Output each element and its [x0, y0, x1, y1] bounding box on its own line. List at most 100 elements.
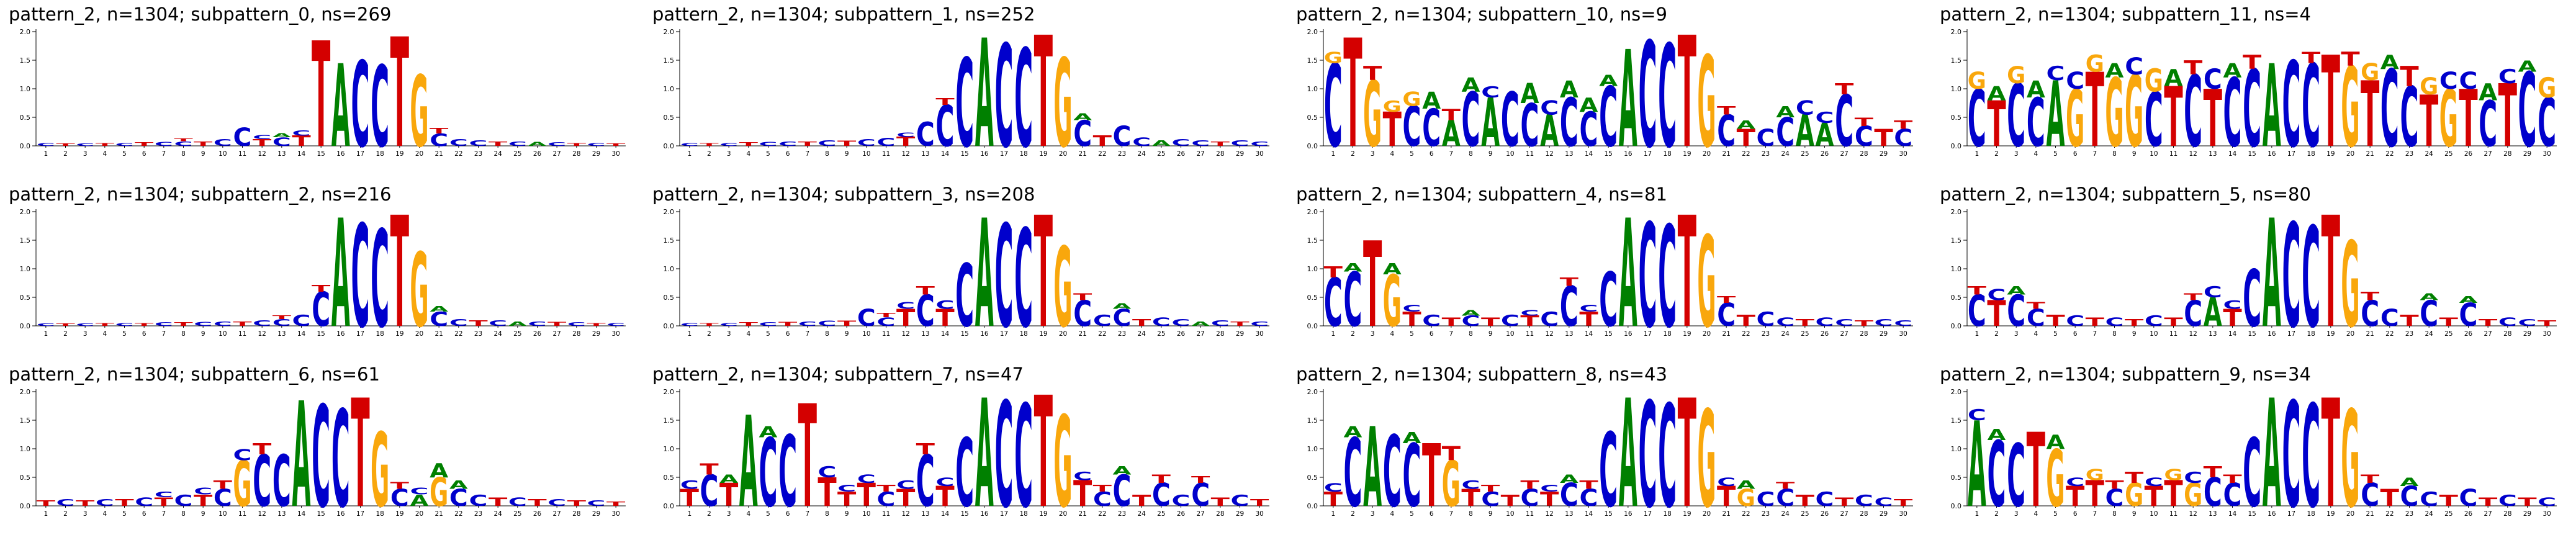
svg-text:T: T [1211, 140, 1230, 148]
svg-text:T: T [469, 318, 488, 328]
svg-text:1.5: 1.5 [664, 56, 675, 65]
svg-text:10: 10 [218, 510, 227, 518]
svg-text:C: C [2027, 85, 2045, 162]
svg-text:0.5: 0.5 [20, 294, 31, 302]
svg-text:28: 28 [2503, 150, 2511, 158]
svg-text:T: T [2479, 317, 2498, 328]
svg-text:T: T [2322, 385, 2340, 536]
svg-text:C: C [719, 142, 738, 146]
svg-text:23: 23 [1762, 510, 1770, 518]
svg-text:17: 17 [1644, 150, 1652, 158]
svg-text:T: T [857, 477, 876, 513]
svg-text:T: T [1835, 79, 1854, 98]
svg-text:20: 20 [415, 330, 423, 338]
svg-text:1.0: 1.0 [1307, 85, 1318, 93]
sequence-logo-plot: 0.00.51.01.52.01T2C3T4C5T6C7TC8C9TC10CT1… [20, 385, 626, 536]
svg-text:A: A [1560, 472, 1578, 486]
svg-text:C: C [995, 25, 1014, 176]
svg-text:14: 14 [297, 330, 306, 338]
svg-text:T: T [1481, 483, 1500, 494]
svg-text:A: A [975, 385, 994, 536]
svg-text:A: A [2105, 60, 2125, 83]
svg-text:20: 20 [2346, 150, 2354, 158]
svg-text:A: A [2164, 65, 2183, 92]
svg-text:19: 19 [1683, 150, 1691, 158]
svg-text:C: C [719, 322, 738, 326]
svg-text:0.0: 0.0 [1951, 322, 1962, 330]
svg-text:23: 23 [1118, 330, 1126, 338]
svg-text:0.0: 0.0 [20, 502, 31, 510]
svg-text:A: A [528, 141, 547, 147]
svg-text:16: 16 [2268, 330, 2276, 338]
svg-text:C: C [936, 94, 955, 160]
svg-text:29: 29 [2523, 150, 2531, 158]
svg-text:C: C [2204, 65, 2222, 96]
svg-text:G: G [1402, 88, 1421, 111]
svg-text:C: C [1152, 315, 1171, 328]
svg-text:T: T [2341, 48, 2360, 71]
svg-text:C: C [1816, 488, 1834, 511]
svg-text:A: A [2204, 290, 2222, 336]
svg-text:24: 24 [1781, 510, 1790, 518]
svg-text:9: 9 [2132, 510, 2137, 518]
svg-text:T: T [253, 137, 272, 148]
svg-text:2.0: 2.0 [1307, 208, 1318, 216]
svg-text:C: C [2282, 385, 2301, 536]
svg-text:C: C [449, 137, 468, 148]
svg-text:C: C [1796, 96, 1814, 119]
svg-text:22: 22 [1742, 150, 1750, 158]
svg-text:T: T [1481, 315, 1500, 329]
svg-text:C: C [155, 490, 173, 500]
svg-text:C: C [1560, 477, 1578, 513]
svg-text:T: T [1560, 275, 1579, 289]
svg-text:T: T [2439, 315, 2459, 329]
svg-text:C: C [2361, 477, 2379, 513]
svg-text:T: T [2498, 66, 2517, 167]
svg-text:T: T [528, 497, 547, 508]
svg-text:11: 11 [238, 510, 246, 518]
svg-text:12: 12 [1545, 150, 1553, 158]
svg-text:C: C [312, 284, 330, 338]
svg-text:C: C [2498, 65, 2517, 88]
svg-text:C: C [547, 497, 566, 508]
svg-text:T: T [1132, 491, 1151, 510]
svg-text:0.5: 0.5 [664, 474, 675, 482]
svg-text:C: C [916, 116, 935, 155]
svg-text:0.0: 0.0 [1307, 322, 1318, 330]
svg-text:1: 1 [1975, 330, 1979, 338]
svg-text:T: T [2400, 61, 2418, 93]
svg-text:28: 28 [2503, 510, 2511, 518]
svg-text:1: 1 [1975, 150, 1979, 158]
svg-text:23: 23 [2405, 510, 2413, 518]
svg-text:G: G [1737, 484, 1755, 512]
svg-text:12: 12 [1545, 330, 1553, 338]
svg-text:3: 3 [2014, 150, 2019, 158]
svg-text:1.5: 1.5 [1307, 416, 1318, 425]
svg-text:C: C [857, 137, 876, 148]
svg-text:C: C [1462, 479, 1480, 492]
svg-text:C: C [759, 141, 778, 147]
svg-text:6: 6 [2073, 510, 2078, 518]
svg-text:T: T [489, 495, 508, 509]
svg-text:T: T [567, 142, 587, 146]
svg-text:A: A [1776, 103, 1795, 121]
svg-text:A: A [1619, 25, 1637, 176]
svg-text:5: 5 [2053, 330, 2058, 338]
svg-text:23: 23 [1118, 510, 1126, 518]
svg-text:11: 11 [1526, 510, 1534, 518]
svg-text:18: 18 [2307, 150, 2315, 158]
svg-text:C: C [857, 305, 876, 331]
svg-text:T: T [2439, 491, 2459, 510]
sequence-logo-plot: 0.00.51.01.52.01CG2TA3CG4CA5AC6GC7TG8GA9… [1951, 28, 2557, 176]
svg-text:C: C [1855, 492, 1873, 510]
svg-text:A: A [1403, 429, 1422, 447]
svg-text:C: C [2400, 482, 2419, 513]
svg-text:C: C [115, 322, 134, 326]
svg-text:A: A [1619, 205, 1637, 356]
svg-text:1: 1 [43, 150, 48, 158]
svg-text:C: C [2518, 317, 2537, 328]
svg-text:19: 19 [1039, 510, 1047, 518]
logo-panel-subpattern-4: pattern_2, n=1304; subpattern_4, ns=81 0… [1287, 180, 1931, 360]
